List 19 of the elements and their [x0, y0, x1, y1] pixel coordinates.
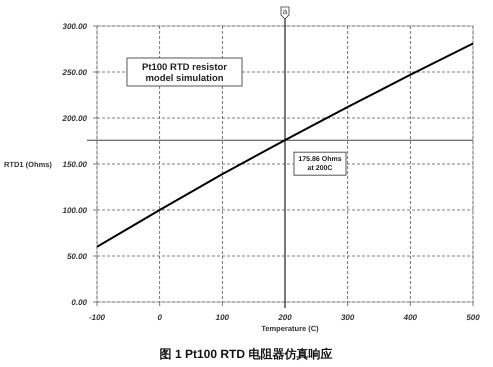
- y-tick-label: 50.00: [66, 252, 88, 261]
- title-box: Pt100 RTD resistor model simulation: [126, 58, 242, 86]
- ref-line-flag: a: [280, 6, 290, 20]
- y-tick-label: 100.00: [62, 206, 88, 215]
- x-tick-label: 100: [216, 313, 230, 322]
- ref-line-label: a: [282, 7, 288, 16]
- x-tick-label: 400: [402, 313, 418, 322]
- y-tick-label: 150.00: [62, 160, 88, 169]
- y-tick-label: 200.00: [62, 114, 88, 123]
- x-tick-label: 300: [340, 313, 355, 322]
- y-tick-label: 250.00: [62, 68, 88, 77]
- y-tick-label: 0.00: [71, 298, 88, 307]
- x-tick-label: 500: [466, 313, 480, 322]
- x-tick-label: 0: [157, 313, 162, 322]
- line-series: [96, 42, 474, 248]
- x-tick-label: 200: [277, 313, 292, 322]
- x-tick-label: -100: [88, 313, 106, 322]
- caption: 图 1 Pt100 RTD 电阻器仿真响应: [160, 347, 332, 361]
- y-tick-label: 300.00: [62, 22, 88, 31]
